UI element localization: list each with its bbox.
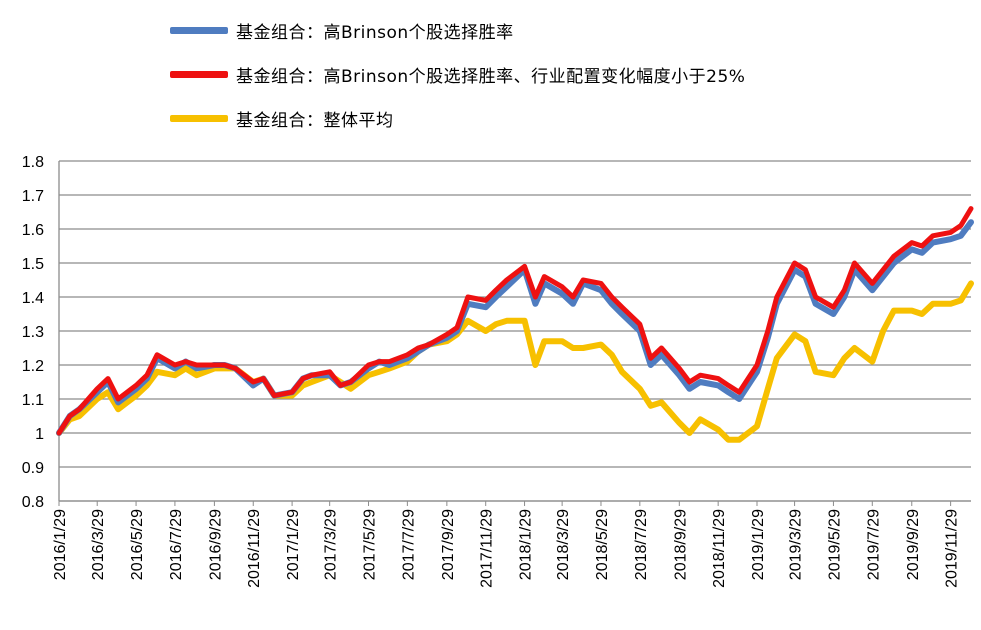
y-tick-label: 0.8 [22,494,44,511]
x-tick-label: 2016/5/29 [129,509,146,580]
y-tick-label: 1.8 [22,154,44,171]
x-tick-label: 2018/3/29 [555,509,572,580]
x-tick-label: 2019/11/29 [944,509,961,588]
x-tick-label: 2018/5/29 [594,509,611,580]
y-tick-label: 1 [35,426,44,443]
x-tick-label: 2019/1/29 [750,509,767,580]
x-tick-label: 2016/1/29 [52,509,69,580]
legend-swatch-red [170,70,228,78]
y-tick-label: 1.1 [22,392,44,409]
x-tick-label: 2018/11/29 [711,509,728,588]
legend-swatch-yellow [170,114,228,122]
legend-label: 基金组合：整体平均 [236,110,394,131]
series-line-1 [56,206,974,436]
legend-swatch-blue [170,26,228,34]
legend-label: 基金组合：高Brinson个股选择胜率、行业配置变化幅度小于25% [236,66,746,87]
legend-item-overall-average: 基金组合：整体平均 [170,96,745,140]
x-tick-label: 2017/3/29 [323,509,340,580]
x-tick-label: 2016/11/29 [246,509,263,588]
y-tick-label: 1.7 [22,188,44,205]
series-line-2 [56,280,974,443]
legend-item-high-brinson: 基金组合：高Brinson个股选择胜率 [170,8,745,52]
x-tick-label: 2016/7/29 [168,509,185,580]
x-tick-label: 2019/3/29 [788,509,805,580]
x-tick-label: 2017/1/29 [285,509,302,580]
x-tick-label: 2017/5/29 [362,509,379,580]
y-tick-label: 1.5 [22,256,44,273]
x-tick-label: 2017/7/29 [400,509,417,580]
legend-label: 基金组合：高Brinson个股选择胜率 [236,22,514,43]
x-tick-label: 2019/5/29 [826,509,843,580]
chart-legend: 基金组合：高Brinson个股选择胜率 基金组合：高Brinson个股选择胜率、… [170,8,745,140]
x-tick-label: 2019/7/29 [865,509,882,580]
x-tick-label: 2018/9/29 [672,509,689,580]
series-line-0 [56,219,974,436]
x-tick-label: 2016/9/29 [207,509,224,580]
y-tick-label: 1.4 [22,290,44,307]
y-tick-label: 1.6 [22,222,44,239]
x-tick-label: 2018/7/29 [633,509,650,580]
x-tick-label: 2017/9/29 [440,509,457,580]
x-tick-label: 2016/3/29 [90,509,107,580]
x-tick-label: 2017/11/29 [479,509,496,588]
y-tick-label: 0.9 [22,460,44,477]
x-tick-label: 2018/1/29 [518,509,535,580]
y-tick-label: 1.3 [22,324,44,341]
y-tick-label: 1.2 [22,358,44,375]
x-tick-label: 2019/9/29 [905,509,922,580]
legend-item-high-brinson-low-industry-change: 基金组合：高Brinson个股选择胜率、行业配置变化幅度小于25% [170,52,745,96]
